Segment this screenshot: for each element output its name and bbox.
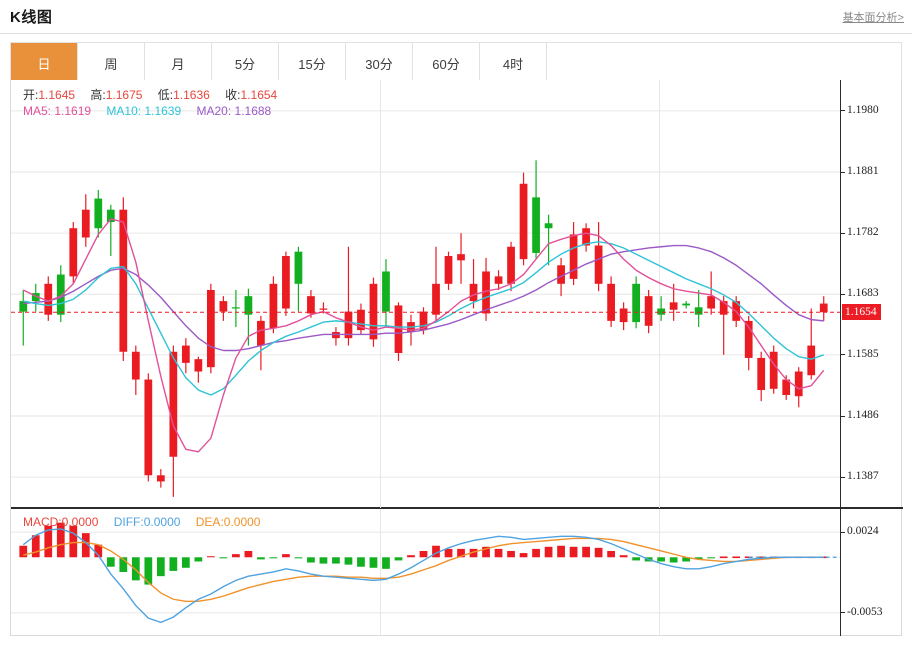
macd-axis-tick-1: -0.0053 — [847, 605, 883, 618]
timeframe-tabbar: 日 周 月 5分 15分 30分 60分 4时 — [10, 42, 902, 84]
fundamental-analysis-link[interactable]: 基本面分析> — [842, 11, 904, 24]
price-axis-tick-4: 1.1585 — [847, 347, 879, 360]
tabbar-filler — [547, 43, 901, 83]
tab-4hour[interactable]: 4时 — [480, 43, 547, 83]
tab-month[interactable]: 月 — [145, 43, 212, 83]
close-label: 收: — [225, 88, 241, 102]
price-axis-tick-1: 1.1881 — [847, 165, 879, 177]
ma20-value: 1.1688 — [234, 104, 272, 118]
price-axis-tick-0: 1.1980 — [847, 103, 879, 116]
high-label: 高: — [90, 88, 106, 102]
price-axis-tick-5: 1.1486 — [847, 409, 879, 421]
low-label: 低: — [157, 88, 174, 102]
tab-week[interactable]: 周 — [78, 43, 145, 83]
axis-tick-mark — [841, 110, 845, 112]
low-value: 1.1636 — [173, 88, 210, 102]
page-title: K线图 — [10, 9, 53, 26]
axis-tick-mark — [841, 415, 845, 417]
macd-label: MACD: — [23, 515, 62, 529]
axis-tick-mark — [841, 531, 845, 533]
current-price-badge: 1.1654 — [842, 304, 881, 321]
ohlc-legend: 开:1.1645 高:1.1675 低:1.1636 收:1.1654 — [23, 86, 289, 103]
macd-pane[interactable]: MACD:0.0000 DIFF:0.0000 DEA:0.0000 — [11, 508, 903, 636]
page-header: K线图 基本面分析> — [0, 0, 912, 34]
dea-label: DEA: — [195, 515, 224, 529]
macd-value: 0.0000 — [61, 515, 99, 529]
macd-legend: MACD:0.0000 DIFF:0.0000 DEA:0.0000 — [23, 515, 272, 529]
close-value: 1.1654 — [240, 88, 278, 102]
axis-tick-mark — [841, 232, 845, 234]
tab-60min[interactable]: 60分 — [413, 43, 480, 83]
chart-frame: 开:1.1645 高:1.1675 低:1.1636 收:1.1654 MA5:… — [10, 80, 903, 636]
price-axis-tick-2: 1.1782 — [847, 226, 879, 239]
diff-value: 0.0000 — [143, 515, 181, 529]
axis-tick-mark — [841, 293, 845, 295]
axis-tick-mark — [841, 354, 845, 356]
diff-label: DIFF: — [113, 515, 144, 529]
macd-axis-tick-0: 0.0024 — [847, 525, 879, 538]
open-label: 开: — [23, 88, 39, 102]
ma10-value: 1.1639 — [144, 104, 182, 118]
ma10-label: MA10: — [106, 104, 142, 118]
tab-30min[interactable]: 30分 — [346, 43, 413, 83]
ma5-label: MA5: — [23, 104, 52, 118]
macd-plot — [11, 509, 841, 636]
ma20-label: MA20: — [196, 104, 232, 118]
axis-tick-mark — [841, 171, 845, 173]
tab-day[interactable]: 日 — [11, 43, 78, 83]
tab-15min[interactable]: 15分 — [279, 43, 346, 83]
price-pane[interactable]: 开:1.1645 高:1.1675 低:1.1636 收:1.1654 MA5:… — [11, 80, 903, 508]
candlestick-plot — [11, 80, 841, 508]
dea-value: 0.0000 — [223, 515, 261, 529]
price-axis-tick-6: 1.1387 — [847, 470, 879, 483]
ma5-value: 1.1619 — [54, 104, 92, 118]
high-value: 1.1675 — [105, 88, 143, 102]
axis-tick-mark — [841, 612, 845, 614]
price-axis-tick-3: 1.1683 — [847, 287, 879, 300]
open-value: 1.1645 — [38, 88, 76, 102]
tab-5min[interactable]: 5分 — [212, 43, 279, 83]
axis-tick-mark — [841, 476, 845, 478]
moving-average-legend: MA5: 1.1619 MA10: 1.1639 MA20: 1.1688 — [23, 104, 283, 118]
